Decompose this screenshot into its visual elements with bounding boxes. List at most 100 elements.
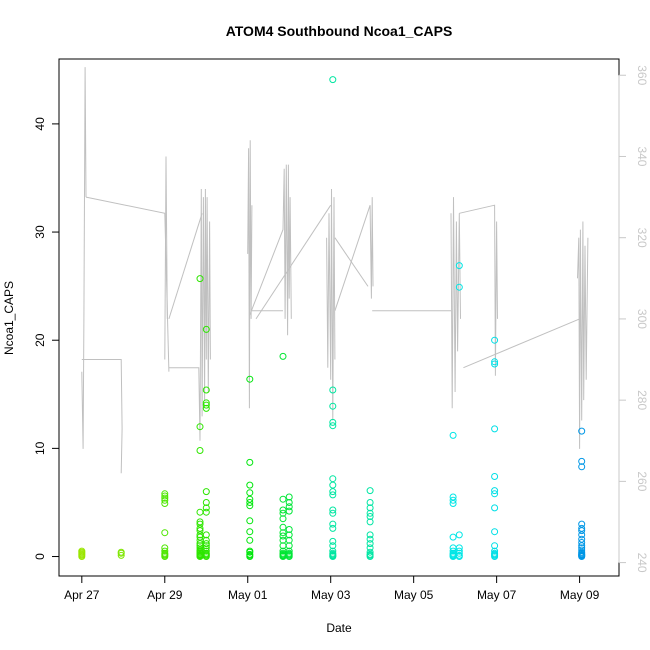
y-axis-label: Ncoa1_CAPS (2, 281, 16, 355)
data-point (455, 551, 463, 559)
data-point (161, 492, 169, 500)
data-point (329, 520, 337, 528)
data-point (202, 325, 210, 333)
data-point (161, 490, 169, 498)
data-point (329, 542, 337, 550)
data-point (329, 76, 337, 84)
data-point (366, 499, 374, 506)
data-point (578, 524, 586, 532)
data-point (279, 495, 287, 503)
data-point (329, 537, 337, 545)
data-point (449, 493, 457, 501)
data-point (449, 431, 457, 439)
x-tick-label: May 07 (477, 588, 517, 602)
data-point (329, 509, 337, 517)
x-tick-label: May 05 (394, 588, 434, 602)
chart-title: ATOM4 Southbound Ncoa1_CAPS (226, 23, 453, 39)
x-tick-label: May 03 (311, 588, 351, 602)
data-point (202, 499, 210, 506)
data-point (285, 503, 293, 511)
trace-segment (577, 221, 589, 449)
data-point (196, 518, 204, 526)
data-point (491, 487, 499, 495)
y-tick-label: 40 (33, 117, 47, 131)
data-point (491, 549, 499, 557)
data-point (578, 457, 586, 465)
data-point (117, 551, 125, 559)
data-point (366, 513, 374, 520)
data-point (161, 547, 169, 555)
y-tick-label: 20 (33, 333, 47, 347)
data-point (578, 535, 586, 543)
trace-segment (326, 188, 336, 421)
data-point (202, 399, 210, 407)
data-point (491, 490, 499, 498)
data-point (161, 494, 169, 502)
right-tick-label: 320 (635, 228, 649, 248)
data-point (329, 402, 337, 410)
data-point (202, 549, 210, 557)
data-point (246, 481, 254, 489)
data-point (246, 528, 254, 536)
x-axis-label: Date (326, 621, 352, 635)
data-point (202, 542, 210, 550)
data-point (285, 526, 293, 533)
data-point (491, 547, 499, 555)
data-point (279, 509, 287, 517)
data-point (366, 509, 374, 517)
data-point (246, 536, 254, 544)
data-point (329, 481, 337, 489)
x-tick-label: May 01 (228, 588, 268, 602)
data-point (246, 547, 254, 555)
data-point (578, 520, 586, 528)
data-point (491, 473, 499, 480)
data-point (279, 352, 287, 360)
data-point (449, 533, 457, 541)
x-axis: Apr 27 Apr 29 May 01 May 03 May 05 May 07 May … (64, 575, 600, 602)
data-point (329, 524, 337, 532)
data-point (366, 544, 374, 552)
data-point (455, 262, 463, 270)
trace-segment (255, 204, 332, 320)
data-point (285, 549, 293, 557)
data-point (329, 549, 337, 557)
data-point (329, 418, 337, 426)
data-point (578, 544, 586, 552)
data-point (246, 499, 254, 506)
data-point (196, 508, 204, 516)
trace-segment (81, 67, 87, 449)
data-point (329, 475, 337, 483)
data-point (202, 401, 210, 409)
data-point (285, 507, 293, 515)
data-point (285, 547, 293, 555)
point-series (78, 76, 586, 560)
trace-segment (463, 318, 580, 369)
data-point (329, 506, 337, 514)
data-point (246, 375, 254, 383)
data-point (491, 360, 499, 368)
data-point (491, 425, 499, 433)
data-point (366, 487, 374, 495)
data-point (202, 536, 210, 544)
data-point (202, 540, 210, 548)
y-tick-label: 0 (33, 553, 47, 560)
data-point (329, 491, 337, 499)
data-point (366, 535, 374, 543)
data-point (196, 447, 204, 454)
trace-segment (164, 156, 168, 360)
right-y-axis: 240 260 280 300 320 340 360 (618, 65, 649, 573)
data-point (491, 336, 499, 344)
data-point (285, 493, 293, 501)
data-point (578, 539, 586, 546)
data-point (329, 422, 337, 430)
right-tick-label: 260 (635, 471, 649, 491)
data-point (202, 508, 210, 516)
data-point (455, 544, 463, 552)
right-tick-label: 300 (635, 309, 649, 329)
data-point (366, 548, 374, 556)
trace-segment (450, 197, 461, 409)
data-point (161, 544, 169, 552)
x-tick-label: May 09 (560, 588, 600, 602)
plot-frame (58, 58, 620, 577)
